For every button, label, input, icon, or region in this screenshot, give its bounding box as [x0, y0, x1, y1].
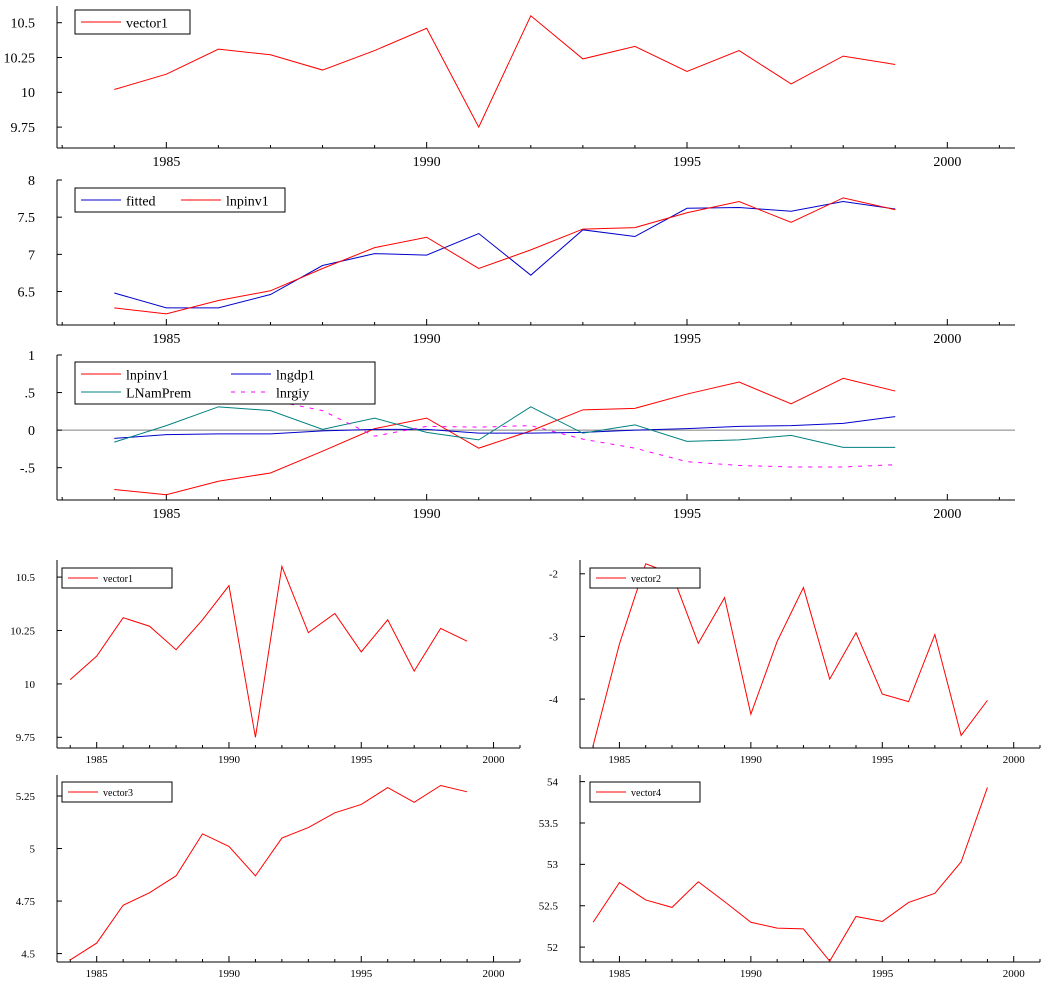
- x-tick-label: 2000: [933, 332, 961, 347]
- y-tick-label: -3: [549, 631, 559, 643]
- x-tick-label: 1990: [740, 754, 763, 766]
- panel-2: 6.5 7 7.5 8 1985 1990 1995 2000 fitted lnpinv1: [18, 174, 1015, 347]
- legend: vector3: [61, 781, 173, 803]
- legend-label: vector3: [103, 788, 133, 799]
- legend-box: [61, 567, 173, 589]
- legend-label: lnrgiy: [276, 386, 309, 401]
- x-tick-label: 2000: [933, 507, 961, 522]
- legend-box: [61, 781, 173, 803]
- panel-6: 4.5 4.75 5 5.25 1985 1990 1995 2000 vector3: [16, 775, 521, 980]
- legend-box: [74, 361, 376, 405]
- series-line-vector1: [114, 14, 896, 129]
- series-line-vector1: [69, 564, 468, 738]
- y-tick-label: 5.25: [16, 791, 36, 803]
- legend: vector1: [61, 567, 173, 589]
- legend-label: vector2: [631, 574, 661, 585]
- panel-3: -.5 0 .5 1 1985 1990 1995 2000 lnpinv1 lngdp1 LNam…: [20, 349, 1015, 522]
- x-tick-label: 2000: [933, 155, 961, 170]
- y-tick-label: 53: [547, 859, 559, 871]
- x-tick-label: 2000: [1003, 968, 1026, 980]
- y-tick-label: 52.5: [539, 901, 559, 913]
- y-tick-label: 5: [30, 843, 36, 855]
- x-tick-label: 1995: [673, 332, 701, 347]
- series-line-vector2: [592, 563, 988, 746]
- y-tick-label: 9.75: [16, 732, 36, 744]
- series-line-lnpinv1: [114, 377, 896, 496]
- x-tick-label: 1995: [350, 754, 373, 766]
- series-line-lngdp1: [114, 416, 896, 439]
- y-tick-label: 7: [28, 248, 35, 263]
- panel-5: -4 -3 -2 1985 1990 1995 2000 vector2: [549, 560, 1041, 766]
- x-tick-label: 1995: [673, 507, 701, 522]
- y-tick-label: -2: [549, 569, 558, 581]
- x-tick-label: 1990: [218, 754, 241, 766]
- y-tick-label: 4.5: [21, 948, 35, 960]
- y-tick-label: 53.5: [539, 818, 559, 830]
- legend: vector4: [589, 781, 701, 803]
- x-tick-label: 1990: [413, 507, 441, 522]
- x-tick-label: 1985: [86, 968, 109, 980]
- y-tick-label: -.5: [20, 462, 35, 477]
- legend: fitted lnpinv1: [74, 187, 286, 213]
- legend-label: lnpinv1: [126, 368, 169, 383]
- y-tick-label: 10.5: [16, 572, 36, 584]
- y-tick-label: 6.5: [18, 285, 36, 300]
- x-tick-label: 1995: [871, 968, 894, 980]
- x-tick-label: 1985: [608, 754, 631, 766]
- legend-label: vector1: [103, 574, 133, 585]
- x-tick-label: 1990: [413, 332, 441, 347]
- legend-label: LNamPrem: [126, 386, 191, 401]
- y-tick-label: 9.75: [11, 121, 36, 136]
- x-tick-label: 1990: [413, 155, 441, 170]
- y-tick-label: 8: [28, 174, 35, 189]
- y-tick-label: 52: [547, 942, 558, 954]
- y-tick-label: 54: [547, 776, 559, 788]
- series-line-vector4: [592, 787, 988, 963]
- legend-box: [589, 781, 701, 803]
- panel-1: 9.75 10 10.25 10.5 1985 1990 1995 2000 vector1: [4, 6, 1015, 170]
- y-tick-label: .5: [25, 386, 36, 401]
- series-line-vector3: [69, 784, 468, 961]
- x-tick-label: 2000: [483, 968, 506, 980]
- x-tick-label: 1985: [152, 155, 180, 170]
- y-tick-label: 10.25: [10, 625, 35, 637]
- y-tick-label: 0: [28, 424, 35, 439]
- y-tick-label: 10.5: [11, 17, 36, 32]
- x-tick-label: 1985: [608, 968, 631, 980]
- legend-label: lnpinv1: [226, 194, 269, 209]
- legend-label: vector4: [631, 788, 661, 799]
- y-tick-label: -4: [549, 694, 559, 706]
- panel-4: 9.75 10 10.25 10.5 1985 1990 1995 2000 vector1: [10, 560, 521, 766]
- panel-7: 52 52.5 53 53.5 54 1985 1990 1995 2000 vector4: [539, 775, 1041, 980]
- series-line-lnpinv1: [114, 197, 896, 315]
- legend: vector2: [589, 567, 701, 589]
- x-tick-label: 1985: [152, 507, 180, 522]
- y-tick-label: 4.75: [16, 896, 36, 908]
- x-tick-label: 1990: [740, 968, 763, 980]
- legend-label: fitted: [126, 194, 156, 209]
- legend-box: [589, 567, 701, 589]
- legend-label: vector1: [126, 16, 168, 31]
- y-tick-label: 10: [24, 679, 36, 691]
- x-tick-label: 1995: [350, 968, 373, 980]
- y-tick-label: 1: [28, 349, 35, 364]
- series-line-LNamPrem: [114, 406, 896, 448]
- x-tick-label: 1995: [673, 155, 701, 170]
- x-tick-label: 2000: [483, 754, 506, 766]
- x-tick-label: 1995: [871, 754, 894, 766]
- x-tick-label: 1990: [218, 968, 241, 980]
- y-tick-label: 10: [21, 86, 35, 101]
- x-tick-label: 2000: [1003, 754, 1026, 766]
- legend: lnpinv1 lngdp1 LNamPrem lnrgiy: [74, 361, 376, 405]
- x-tick-label: 1985: [152, 332, 180, 347]
- y-tick-label: 10.25: [4, 51, 36, 66]
- legend: vector1: [74, 9, 191, 35]
- x-tick-label: 1985: [86, 754, 109, 766]
- legend-label: lngdp1: [276, 368, 315, 383]
- y-tick-label: 7.5: [18, 211, 36, 226]
- series-line-fitted: [114, 201, 896, 309]
